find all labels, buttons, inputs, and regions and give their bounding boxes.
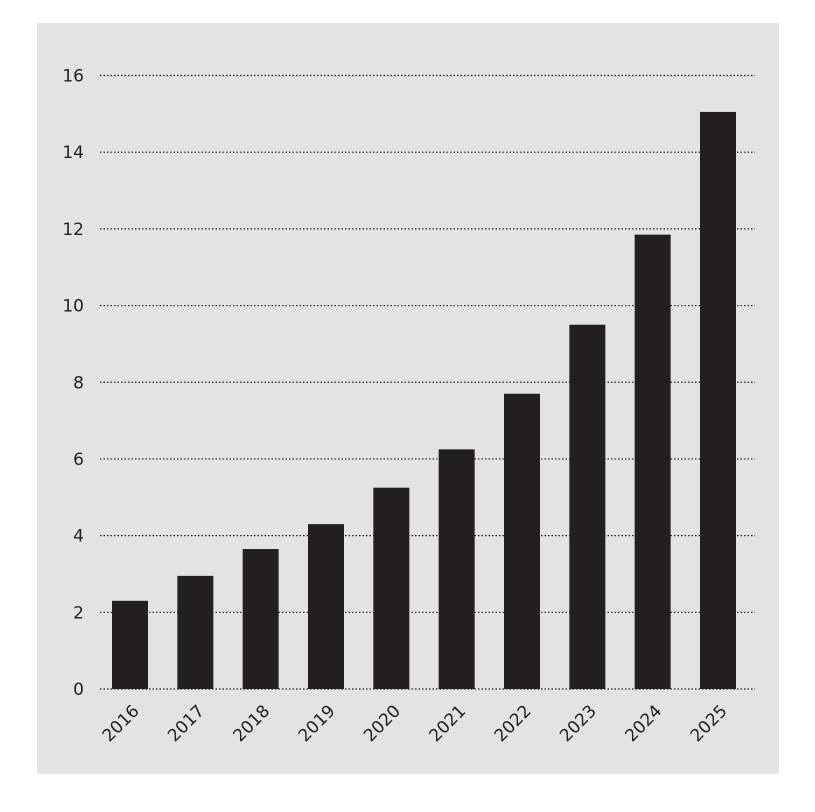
bar-2018 xyxy=(242,549,279,689)
y-tick-label: 2 xyxy=(73,603,84,623)
bars xyxy=(112,111,736,689)
y-tick-label: 10 xyxy=(62,297,84,317)
bar-2023 xyxy=(569,324,606,689)
y-tick-label: 12 xyxy=(62,220,84,240)
bar-2022 xyxy=(504,393,540,689)
bar-2019 xyxy=(308,524,344,689)
y-axis-ticks: 0 2 4 6 8 10 12 14 16 xyxy=(62,67,84,701)
bar-2017 xyxy=(177,575,214,689)
y-tick-label: 4 xyxy=(73,527,84,547)
y-tick-label: 14 xyxy=(62,143,84,163)
y-tick-label: 0 xyxy=(73,680,84,700)
bar-2025 xyxy=(700,111,736,689)
bar-2020 xyxy=(373,487,410,689)
bar-2021 xyxy=(438,449,475,689)
bar-2024 xyxy=(634,234,671,689)
y-tick-label: 6 xyxy=(73,450,84,470)
y-tick-label: 16 xyxy=(62,67,84,87)
y-tick-label: 8 xyxy=(73,373,84,393)
bar-2016 xyxy=(112,600,148,689)
